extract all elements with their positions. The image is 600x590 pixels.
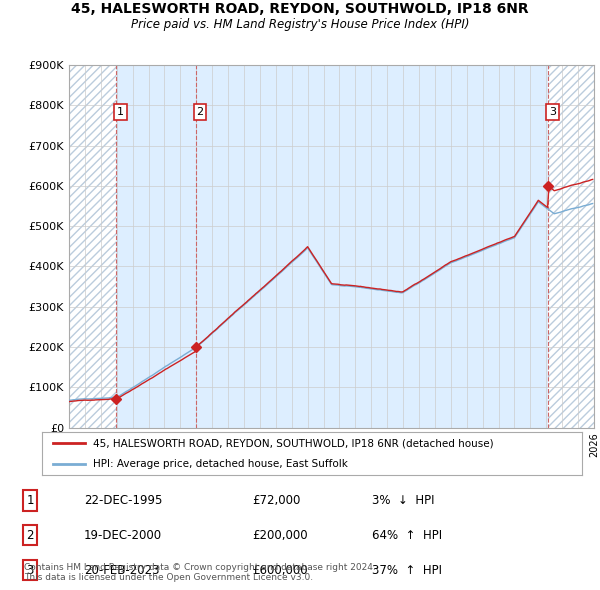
Text: £72,000: £72,000 — [252, 494, 301, 507]
Text: 2: 2 — [197, 107, 204, 117]
Text: 37%  ↑  HPI: 37% ↑ HPI — [372, 564, 442, 577]
Text: 22-DEC-1995: 22-DEC-1995 — [84, 494, 163, 507]
Text: 3: 3 — [549, 107, 556, 117]
Bar — [69, 65, 116, 428]
Text: 64%  ↑  HPI: 64% ↑ HPI — [372, 529, 442, 542]
Text: HPI: Average price, detached house, East Suffolk: HPI: Average price, detached house, East… — [94, 460, 348, 469]
Text: 19-DEC-2000: 19-DEC-2000 — [84, 529, 162, 542]
Text: 3: 3 — [26, 564, 34, 577]
Text: 45, HALESWORTH ROAD, REYDON, SOUTHWOLD, IP18 6NR: 45, HALESWORTH ROAD, REYDON, SOUTHWOLD, … — [71, 2, 529, 16]
Text: £200,000: £200,000 — [252, 529, 308, 542]
Text: 1: 1 — [117, 107, 124, 117]
Bar — [548, 65, 594, 428]
Text: £600,000: £600,000 — [252, 564, 308, 577]
Text: 45, HALESWORTH ROAD, REYDON, SOUTHWOLD, IP18 6NR (detached house): 45, HALESWORTH ROAD, REYDON, SOUTHWOLD, … — [94, 438, 494, 448]
Text: 3%  ↓  HPI: 3% ↓ HPI — [372, 494, 434, 507]
Bar — [196, 65, 548, 428]
Text: 2: 2 — [26, 529, 34, 542]
Text: Price paid vs. HM Land Registry's House Price Index (HPI): Price paid vs. HM Land Registry's House … — [131, 18, 469, 31]
Text: Contains HM Land Registry data © Crown copyright and database right 2024.
This d: Contains HM Land Registry data © Crown c… — [24, 563, 376, 582]
Text: 20-FEB-2023: 20-FEB-2023 — [84, 564, 160, 577]
Text: 1: 1 — [26, 494, 34, 507]
Bar — [116, 65, 196, 428]
